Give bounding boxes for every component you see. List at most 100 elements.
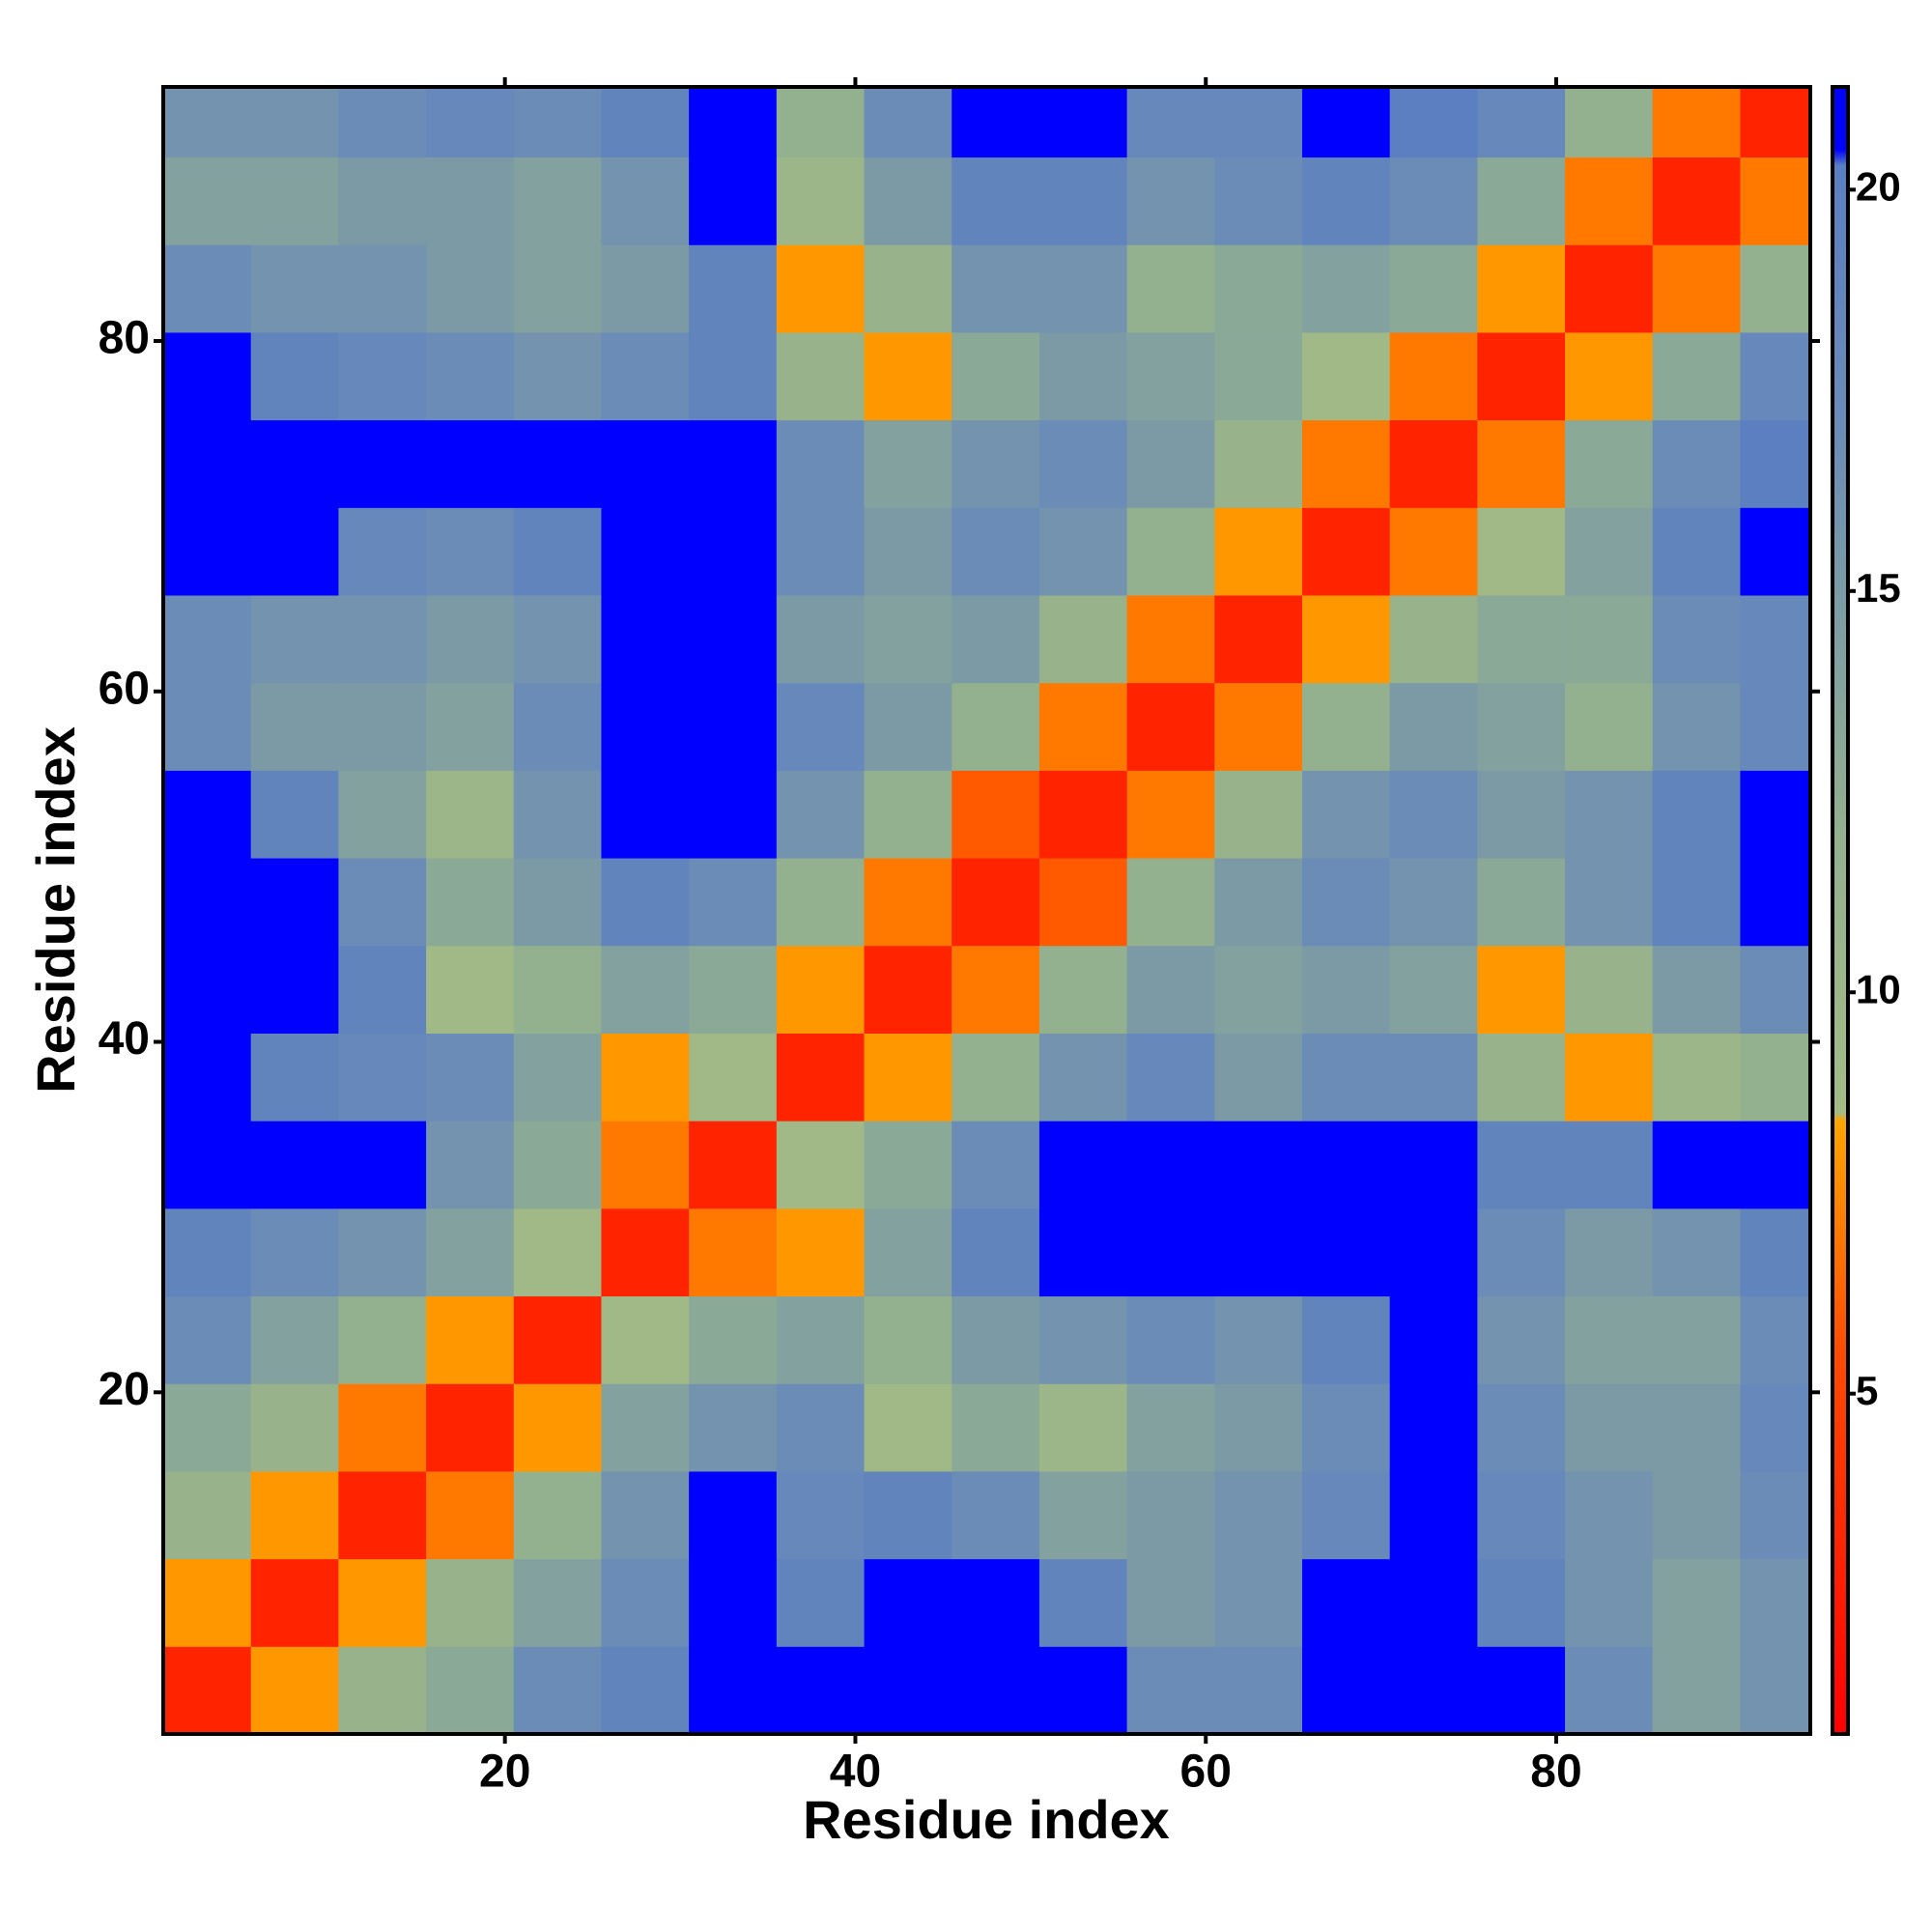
heatmap-cell (1740, 682, 1810, 771)
heatmap-cell (250, 1208, 339, 1297)
heatmap-cell (1126, 156, 1215, 245)
heatmap-cell (1565, 1208, 1654, 1297)
heatmap-cell (601, 1558, 690, 1647)
heatmap-cell (163, 858, 252, 947)
heatmap-cell (250, 945, 339, 1034)
heatmap-cell (163, 1208, 252, 1297)
heatmap-cell (1301, 945, 1391, 1034)
heatmap-cell (1126, 1558, 1215, 1647)
heatmap-cell (163, 1646, 252, 1734)
heatmap-cell (952, 419, 1040, 508)
heatmap-cell (1652, 858, 1741, 947)
heatmap-cell (864, 244, 952, 333)
heatmap-cell (1652, 682, 1741, 771)
heatmap-cell (513, 419, 602, 508)
heatmap-cell (1740, 1470, 1810, 1560)
heatmap-cell (1301, 244, 1391, 333)
heatmap-cell (1389, 87, 1478, 158)
heatmap-cell (426, 945, 515, 1034)
heatmap-cell (776, 331, 866, 421)
heatmap-cell (776, 1383, 866, 1472)
heatmap-cell (1038, 1646, 1128, 1734)
heatmap-cell (1214, 244, 1303, 333)
heatmap-cell (1565, 244, 1654, 333)
heatmap-cell (1565, 156, 1654, 245)
heatmap-cell (163, 1121, 252, 1209)
heatmap-cell (1214, 595, 1303, 684)
heatmap-cell (513, 1558, 602, 1647)
heatmap-cell (1477, 507, 1566, 596)
heatmap-cell (864, 507, 952, 596)
heatmap-cell (601, 858, 690, 947)
heatmap-cell (601, 770, 690, 859)
heatmap-cell (1038, 1558, 1128, 1647)
heatmap-cell (1565, 1295, 1654, 1384)
heatmap-cell (1477, 1208, 1566, 1297)
heatmap-cell (426, 156, 515, 245)
heatmap-cell (163, 595, 252, 684)
heatmap-cell (1652, 945, 1741, 1034)
heatmap-cell (1301, 1208, 1391, 1297)
heatmap-cell (864, 1033, 952, 1122)
heatmap-cell (601, 244, 690, 333)
heatmap-cell (864, 682, 952, 771)
heatmap-cell (1565, 1646, 1654, 1734)
heatmap-cell (163, 419, 252, 508)
colorbar (1831, 85, 1850, 1736)
heatmap-cell (1038, 1383, 1128, 1472)
heatmap-cell (1565, 770, 1654, 859)
heatmap-cell (952, 682, 1040, 771)
heatmap-cell (952, 1208, 1040, 1297)
heatmap-cell (513, 1383, 602, 1472)
x-tick-label: 60 (1180, 1747, 1232, 1798)
heatmap-cell (1740, 1558, 1810, 1647)
heatmap-cell (1389, 1121, 1478, 1209)
heatmap-cell (1214, 87, 1303, 158)
heatmap-cell (426, 1383, 515, 1472)
heatmap-cell (1652, 770, 1741, 859)
heatmap-cell (513, 507, 602, 596)
heatmap-cell (1214, 1208, 1303, 1297)
colorbar-tick-label: 20 (1856, 163, 1901, 209)
heatmap-cell (1126, 770, 1215, 859)
heatmap-cell (1389, 331, 1478, 421)
heatmap-cell (601, 331, 690, 421)
x-tick-label: 80 (1530, 1747, 1581, 1798)
heatmap-cell (338, 156, 427, 245)
heatmap-cell (1126, 1470, 1215, 1560)
heatmap-cell (1565, 1558, 1654, 1647)
x-axis-title: Residue index (803, 1789, 1170, 1850)
heatmap-cell (338, 1383, 427, 1472)
heatmap-cell (601, 682, 690, 771)
heatmap-cell (864, 945, 952, 1034)
heatmap-cell (426, 87, 515, 158)
heatmap-cell (1477, 1295, 1566, 1384)
heatmap-cell (952, 1383, 1040, 1472)
heatmap-cell (1126, 945, 1215, 1034)
x-tick-label: 20 (479, 1747, 530, 1798)
heatmap-cell (1038, 1470, 1128, 1560)
heatmap-cell (776, 595, 866, 684)
heatmap-cell (250, 770, 339, 859)
heatmap-cell (1038, 1121, 1128, 1209)
heatmap-cell (689, 682, 778, 771)
y-tick-label: 60 (99, 663, 150, 714)
heatmap-cell (1652, 87, 1741, 158)
heatmap-cell (250, 595, 339, 684)
heatmap-cell (1740, 1295, 1810, 1384)
heatmap-cell (1126, 87, 1215, 158)
heatmap-cell (864, 1208, 952, 1297)
heatmap-cell (952, 1470, 1040, 1560)
heatmap-cell (601, 507, 690, 596)
heatmap-cell (163, 1295, 252, 1384)
heatmap-cell (513, 87, 602, 158)
heatmap-cell (426, 1208, 515, 1297)
heatmap-cell (1301, 1470, 1391, 1560)
heatmap-cell (1477, 1558, 1566, 1647)
heatmap-cell (1652, 331, 1741, 421)
heatmap-cell (1565, 331, 1654, 421)
heatmap-cell (1477, 945, 1566, 1034)
heatmap-cell (952, 1295, 1040, 1384)
heatmap-cell (250, 156, 339, 245)
heatmap-cell (864, 1295, 952, 1384)
